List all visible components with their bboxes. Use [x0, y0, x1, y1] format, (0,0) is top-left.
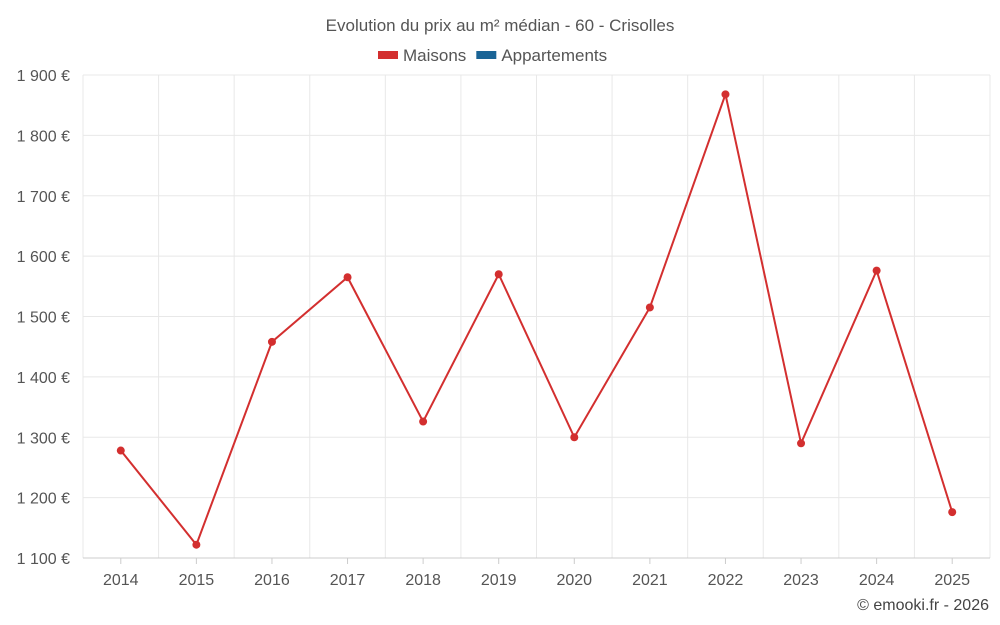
y-tick-label: 1 300 € — [17, 430, 70, 447]
legend-swatch — [476, 51, 497, 59]
axes: 1 100 € 1 200 € 1 300 € 1 400 € 1 500 € 1 600… — [17, 68, 990, 589]
data-point[interactable] — [419, 417, 428, 426]
x-tick-label: 2017 — [330, 572, 366, 589]
x-tick-label: 2016 — [254, 572, 290, 589]
y-tick-label: 1 100 € — [17, 551, 70, 568]
legend: Maisons Appartements — [378, 46, 607, 65]
x-tick-label: 2021 — [632, 572, 668, 589]
legend-item-maisons[interactable]: Maisons — [378, 46, 466, 65]
grid — [82, 74, 991, 559]
x-tick-label: 2018 — [405, 572, 441, 589]
series-layer — [116, 90, 957, 549]
data-point[interactable] — [116, 446, 125, 455]
y-tick-label: 1 700 € — [17, 189, 70, 206]
y-tick-label: 1 200 € — [17, 491, 70, 508]
legend-label: Appartements — [501, 46, 607, 65]
chart-title: Evolution du prix au m² médian - 60 - Cr… — [326, 16, 675, 35]
x-tick-label: 2023 — [783, 572, 819, 589]
x-tick-label: 2015 — [179, 572, 215, 589]
data-point[interactable] — [797, 439, 806, 448]
x-tick-label: 2019 — [481, 572, 517, 589]
y-tick-label: 1 800 € — [17, 128, 70, 145]
data-point[interactable] — [948, 508, 957, 517]
y-tick-label: 1 400 € — [17, 370, 70, 387]
data-point[interactable] — [645, 303, 654, 312]
data-point[interactable] — [267, 337, 276, 346]
data-point[interactable] — [343, 273, 352, 282]
series-line-maisons — [120, 90, 954, 547]
y-tick-label: 1 900 € — [17, 68, 70, 85]
credit-text: © emooki.fr - 2026 — [857, 597, 989, 614]
legend-label: Maisons — [403, 46, 466, 65]
x-tick-label: 2022 — [708, 572, 744, 589]
data-point[interactable] — [872, 266, 881, 275]
data-point[interactable] — [192, 540, 201, 549]
data-point[interactable] — [721, 90, 730, 99]
x-tick-label: 2020 — [556, 572, 592, 589]
data-point[interactable] — [494, 270, 503, 279]
x-tick-label: 2024 — [859, 572, 895, 589]
legend-item-appartements[interactable]: Appartements — [476, 46, 607, 65]
data-point[interactable] — [570, 433, 579, 442]
x-tick-label: 2025 — [934, 572, 970, 589]
y-tick-label: 1 500 € — [17, 310, 70, 327]
legend-swatch — [378, 51, 398, 59]
x-tick-label: 2014 — [103, 572, 139, 589]
y-tick-label: 1 600 € — [17, 249, 70, 266]
